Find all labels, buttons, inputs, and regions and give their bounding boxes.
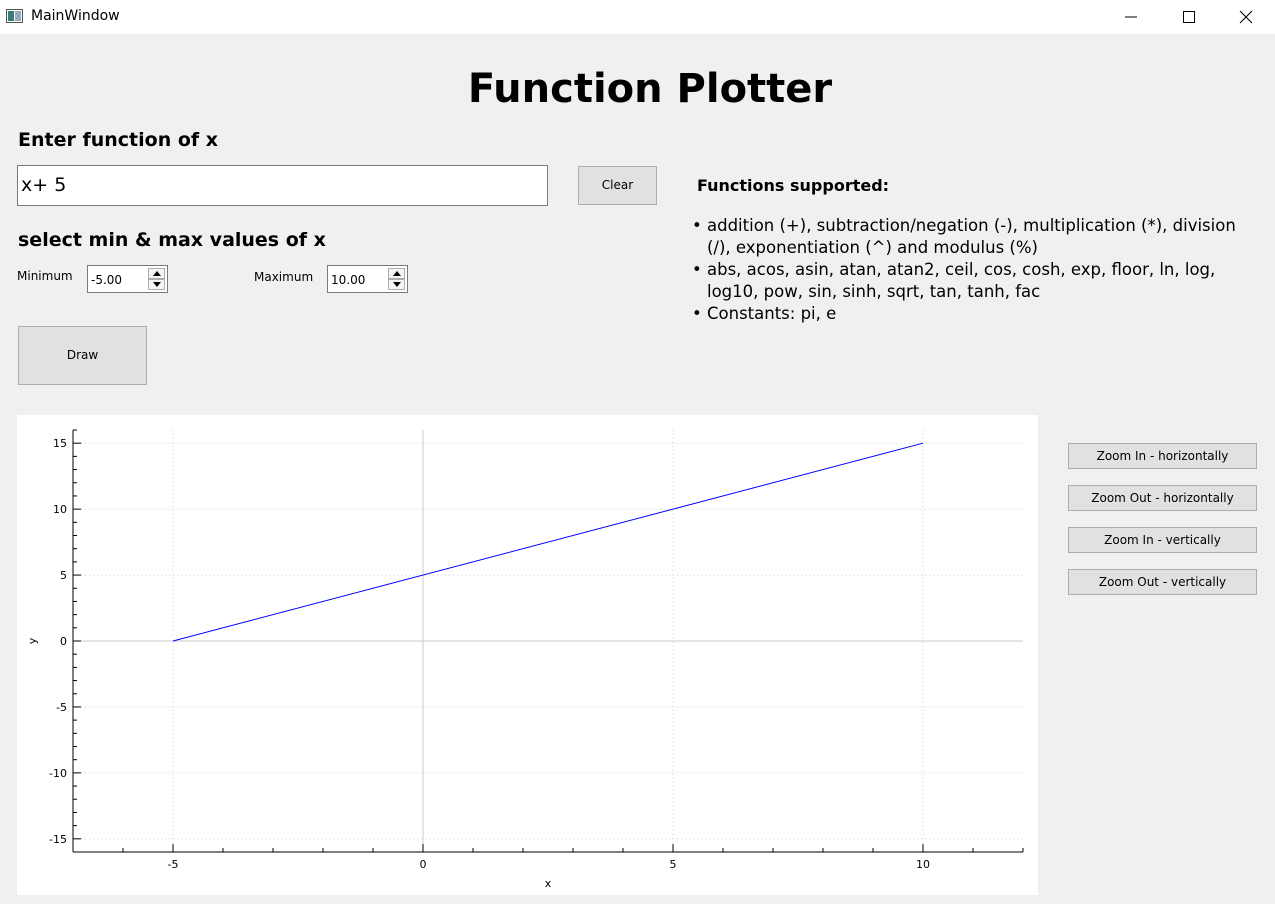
y-tick-label: -15 xyxy=(49,833,67,846)
function-plot: -5 0 5 10 -15 -10 -5 0 5 10 15 x y xyxy=(26,429,1024,890)
minimize-icon xyxy=(1125,16,1137,18)
list-item-text: abs, acos, asin, atan, atan2, ceil, cos,… xyxy=(707,260,1216,301)
draw-button[interactable]: Draw xyxy=(18,326,147,385)
function-label: Enter function of x xyxy=(18,129,219,151)
functions-supported-list: • addition (+), subtraction/negation (-),… xyxy=(692,215,1262,325)
bullet: • xyxy=(692,260,702,279)
window-title: MainWindow xyxy=(31,8,120,24)
arrow-up-icon xyxy=(153,271,161,276)
minimum-spinbox[interactable]: -5.00 xyxy=(87,265,168,293)
maximum-down-button[interactable] xyxy=(388,279,405,290)
range-label: select min & max values of x xyxy=(18,229,326,251)
zoom-in-horizontal-button[interactable]: Zoom In - horizontally xyxy=(1068,443,1257,469)
x-tick-label: 5 xyxy=(670,858,677,871)
minimize-button[interactable] xyxy=(1102,0,1160,34)
x-tick-label: 10 xyxy=(916,858,930,871)
page-title: Function Plotter xyxy=(467,66,833,112)
zoom-out-horizontal-button[interactable]: Zoom Out - horizontally xyxy=(1068,485,1257,511)
y-tick-label: -5 xyxy=(56,701,67,714)
y-axis-label: y xyxy=(26,637,39,644)
maximum-up-button[interactable] xyxy=(388,268,405,279)
y-tick-label: 15 xyxy=(53,437,67,450)
list-item: • Constants: pi, e xyxy=(692,303,1262,325)
list-item-text: Constants: pi, e xyxy=(707,304,837,323)
x-tick-label: 0 xyxy=(420,858,427,871)
maximize-button[interactable] xyxy=(1160,0,1218,34)
window-titlebar: MainWindow xyxy=(0,0,1275,34)
minimum-down-button[interactable] xyxy=(148,279,165,290)
minimum-label: Minimum xyxy=(17,269,73,283)
series-line xyxy=(172,442,924,642)
arrow-down-icon xyxy=(393,282,401,287)
minimum-value[interactable]: -5.00 xyxy=(91,273,123,287)
maximum-label: Maximum xyxy=(254,270,314,284)
list-item: • addition (+), subtraction/negation (-),… xyxy=(692,215,1262,259)
minimum-up-button[interactable] xyxy=(148,268,165,279)
list-item-text: addition (+), subtraction/negation (-), … xyxy=(707,216,1236,257)
arrow-down-icon xyxy=(153,282,161,287)
functions-supported-title: Functions supported: xyxy=(697,176,890,195)
y-tick-label: 0 xyxy=(60,635,67,648)
function-input[interactable]: x+ 5 xyxy=(17,165,548,206)
zoom-out-vertical-button[interactable]: Zoom Out - vertically xyxy=(1068,569,1257,595)
y-tick-label: 5 xyxy=(60,569,67,582)
maximum-value[interactable]: 10.00 xyxy=(331,273,366,287)
y-tick-label: -10 xyxy=(49,767,67,780)
x-tick-label: -5 xyxy=(168,858,179,871)
zoom-in-vertical-button[interactable]: Zoom In - vertically xyxy=(1068,527,1257,553)
maximize-icon xyxy=(1183,11,1195,23)
close-icon xyxy=(1239,10,1253,24)
maximum-spinbox[interactable]: 10.00 xyxy=(327,265,408,293)
plot-area[interactable]: -5 0 5 10 -15 -10 -5 0 5 10 15 x y xyxy=(17,415,1038,895)
bullet: • xyxy=(692,304,702,323)
y-tick-label: 10 xyxy=(53,503,67,516)
bullet: • xyxy=(692,216,702,235)
app-icon xyxy=(6,9,23,23)
x-axis-label: x xyxy=(545,877,552,890)
arrow-up-icon xyxy=(393,271,401,276)
list-item: • abs, acos, asin, atan, atan2, ceil, cos… xyxy=(692,259,1262,303)
clear-button[interactable]: Clear xyxy=(578,166,657,205)
close-button[interactable] xyxy=(1217,0,1275,34)
